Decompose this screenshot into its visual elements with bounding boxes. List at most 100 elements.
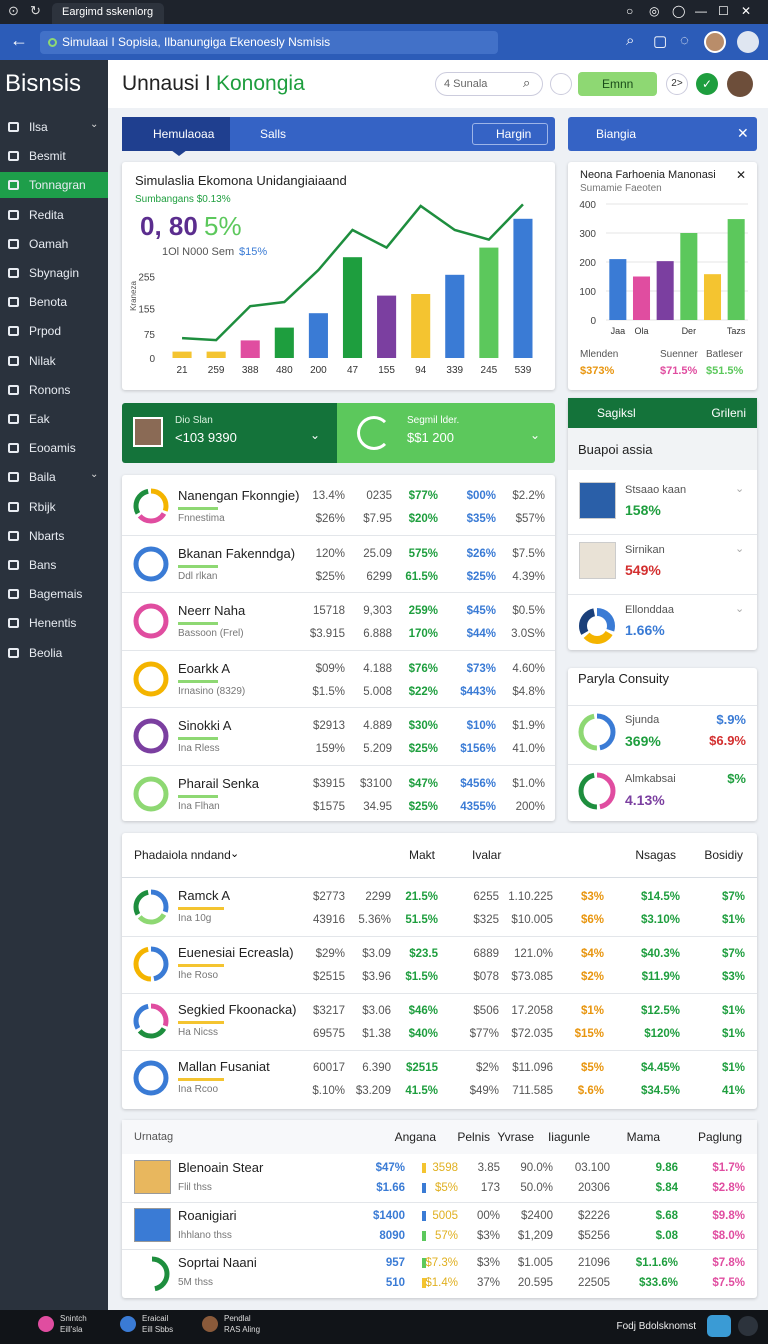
row-tag: [178, 964, 224, 967]
toolbar-icon[interactable]: ⌕: [626, 32, 635, 49]
nav-item[interactable]: Baila: [29, 470, 56, 485]
cell: $34.5%: [640, 1085, 680, 1097]
nav-item[interactable]: Prpod: [29, 324, 62, 339]
row-sub: Fnnestima: [178, 513, 225, 524]
back-button[interactable]: ←: [10, 30, 28, 50]
nav-item[interactable]: Ronons: [29, 382, 71, 397]
cell: $49%: [469, 1085, 499, 1097]
close[interactable]: ✕: [736, 168, 747, 182]
column-header[interactable]: Makt: [409, 848, 436, 862]
cell: $26%: [315, 513, 345, 525]
search-box[interactable]: [435, 72, 543, 96]
cell: $14.5%: [640, 891, 680, 903]
column-header[interactable]: Bosidiy: [704, 848, 743, 862]
url-field[interactable]: [40, 31, 498, 54]
nav-item[interactable]: Nilak: [29, 353, 56, 368]
close[interactable]: ✕: [737, 125, 749, 141]
cell: 57%: [434, 1229, 458, 1242]
nav-item[interactable]: Sbynagin: [29, 266, 80, 280]
ring-segment: [578, 772, 616, 810]
avatar[interactable]: [704, 31, 726, 53]
tab-icon[interactable]: ⊙: [8, 3, 19, 18]
column-header[interactable]: Paglung: [697, 1130, 742, 1144]
tab-button[interactable]: [472, 123, 548, 145]
window-button[interactable]: ☐: [718, 4, 729, 18]
cell: $25%: [466, 570, 496, 583]
task-icon[interactable]: [38, 1316, 54, 1332]
stat-value: $51.5%: [706, 365, 744, 377]
column-header[interactable]: Ivalar: [472, 848, 502, 862]
tab-label[interactable]: Hemulaoaa: [153, 127, 215, 141]
chart-subtitle: Sumamie Faeoten: [580, 183, 662, 194]
window-button[interactable]: ✕: [741, 4, 752, 18]
cell: $078: [473, 971, 499, 983]
row-tag: [178, 907, 224, 910]
cell: $120%: [644, 1028, 680, 1040]
column-header[interactable]: Iiagunle: [547, 1130, 590, 1144]
row-sub: 5M thss: [178, 1277, 214, 1288]
ring-icon: [578, 772, 616, 810]
tray-icon[interactable]: [707, 1315, 731, 1337]
toolbar-icon[interactable]: ▢: [653, 33, 668, 50]
tab-label[interactable]: Salls: [260, 127, 287, 141]
x-tick-label: Ola: [634, 326, 648, 336]
cell: $325: [473, 914, 499, 926]
task-icon[interactable]: [202, 1316, 218, 1332]
nav-item[interactable]: Henentis: [29, 616, 77, 631]
window-button[interactable]: —: [695, 4, 707, 18]
window-button[interactable]: ◎: [649, 4, 660, 18]
emoji-button[interactable]: [550, 73, 572, 95]
nav-item[interactable]: Eak: [29, 412, 50, 426]
column-header[interactable]: Pelnis: [457, 1130, 490, 1144]
column-header[interactable]: Nsagas: [635, 848, 676, 862]
nav-item[interactable]: Tonnagran: [29, 178, 86, 193]
column-header[interactable]: Mama: [626, 1130, 660, 1144]
nav-item[interactable]: Besmit: [29, 149, 66, 164]
nav-item[interactable]: Eooamis: [29, 441, 76, 456]
panel-action[interactable]: Grileni: [711, 406, 746, 420]
window-button[interactable]: ◯: [672, 4, 686, 18]
note: 1Ol N000 Sem: [162, 246, 235, 258]
column-header[interactable]: Yvrase: [497, 1130, 534, 1144]
ring-segment: [133, 776, 169, 811]
ring-segment: [133, 1003, 169, 1039]
nav-item[interactable]: Ilsa: [29, 120, 48, 134]
item-change: $%: [727, 771, 746, 786]
bar: [513, 218, 533, 358]
nav-item[interactable]: Rbijk: [29, 499, 56, 514]
tab-icon[interactable]: ↻: [30, 3, 41, 18]
toolbar-icon[interactable]: ◌: [680, 32, 689, 49]
nav-item[interactable]: Nbarts: [29, 528, 65, 543]
cell: 6.888: [363, 628, 392, 640]
nav-item[interactable]: Oamah: [29, 236, 69, 251]
tab-label[interactable]: Hargin: [496, 127, 532, 141]
ring-segment: [579, 608, 615, 644]
nav-item[interactable]: Redita: [29, 207, 64, 222]
row-sub: Irnasino (8329): [178, 685, 246, 697]
bar: [703, 274, 722, 320]
nav-item[interactable]: Bagemais: [29, 587, 83, 602]
cell: $11.9%: [641, 971, 680, 983]
nav-item[interactable]: Bans: [29, 558, 57, 572]
tray-icon[interactable]: [738, 1316, 758, 1336]
item-value: 1.66%: [625, 622, 665, 638]
check-button[interactable]: ✓: [696, 73, 718, 95]
row-tag: [178, 622, 218, 625]
badge[interactable]: [666, 73, 688, 95]
primary-button[interactable]: [578, 72, 657, 96]
side-tab[interactable]: [568, 117, 757, 151]
cell: $1%: [721, 1028, 745, 1040]
cell: $73%: [466, 662, 496, 675]
column-header[interactable]: Angana: [394, 1130, 436, 1144]
window-button[interactable]: ○: [626, 4, 634, 18]
nav-item[interactable]: Beolia: [29, 645, 63, 660]
ring-segment: [133, 889, 169, 925]
tab-active[interactable]: [122, 117, 230, 151]
nav-item[interactable]: Benota: [29, 295, 68, 310]
profile[interactable]: [737, 31, 759, 53]
task-icon[interactable]: [120, 1316, 136, 1332]
user-avatar[interactable]: [727, 71, 753, 97]
ring-segment: [579, 608, 615, 644]
cell: 90.0%: [520, 1162, 553, 1174]
row-name: Roanigiari: [178, 1207, 237, 1223]
